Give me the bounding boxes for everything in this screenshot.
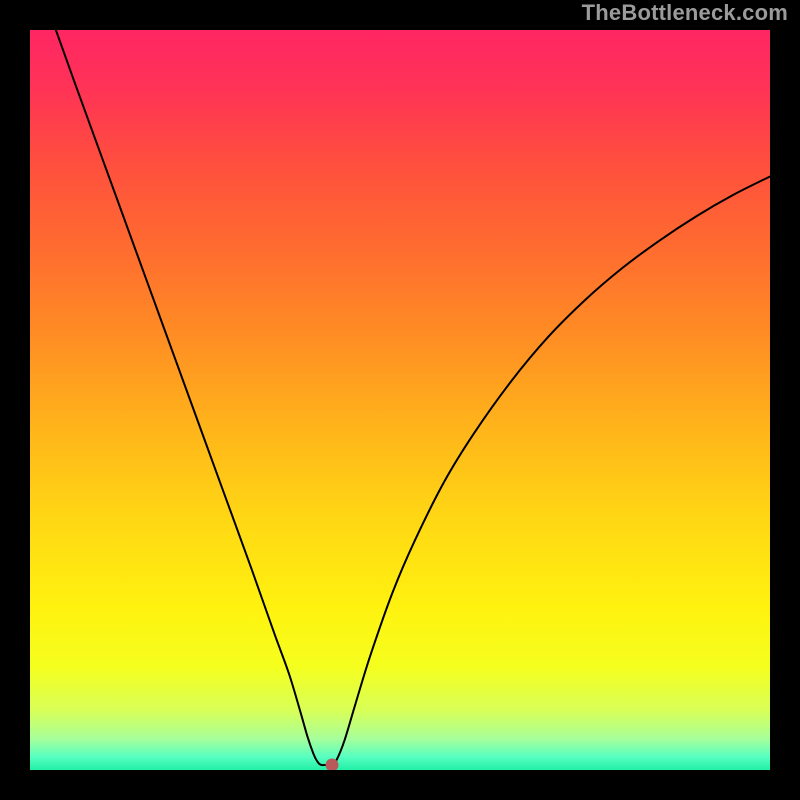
curve-path <box>56 30 770 765</box>
chart-plot-area <box>30 30 770 770</box>
bottleneck-curve <box>30 30 770 770</box>
watermark-text: TheBottleneck.com <box>582 0 788 26</box>
optimal-point-marker <box>325 758 338 770</box>
